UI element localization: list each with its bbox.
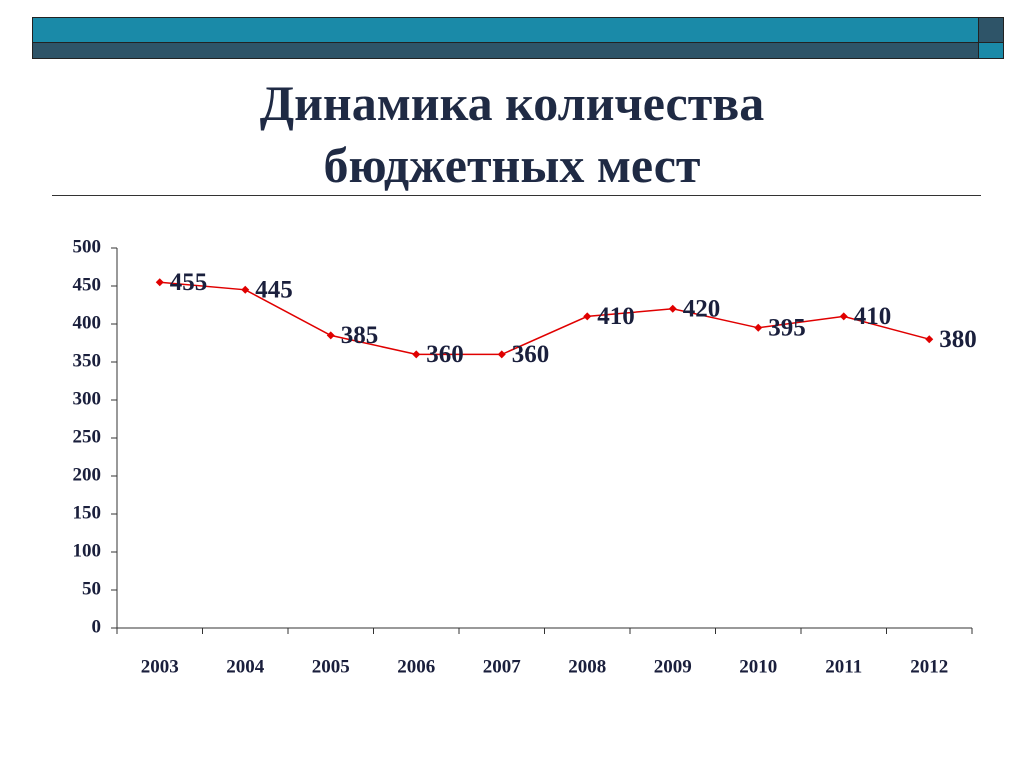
y-tick-label: 450	[73, 274, 102, 295]
y-tick-label: 150	[73, 502, 102, 523]
x-tick-label: 2011	[825, 656, 862, 677]
header-square	[978, 42, 1004, 59]
y-tick-label: 50	[82, 578, 101, 599]
data-label: 360	[512, 341, 550, 368]
marker	[241, 285, 250, 294]
data-label: 410	[854, 303, 892, 330]
title-rule	[52, 195, 981, 196]
line	[159, 281, 930, 356]
header-square	[978, 17, 1004, 43]
data-label: 395	[768, 315, 806, 342]
y-tick-label: 300	[73, 388, 102, 409]
y-tick-label: 350	[73, 350, 102, 371]
data-label: 410	[597, 303, 635, 330]
data-label: 385	[341, 322, 379, 349]
data-label: 380	[939, 326, 977, 353]
marker	[839, 312, 848, 321]
y-tick-label: 400	[73, 312, 102, 333]
y-tick-label: 0	[92, 616, 102, 637]
marker	[925, 335, 934, 344]
data-label: 445	[255, 277, 293, 304]
data-label: 360	[426, 341, 464, 368]
y-tick-label: 500	[73, 236, 102, 257]
x-tick-label: 2009	[654, 656, 692, 677]
y-tick-label: 200	[73, 464, 102, 485]
x-tick-label: 2010	[739, 656, 777, 677]
y-tick-label: 100	[73, 540, 102, 561]
marker	[155, 278, 164, 287]
chart-title: Динамика количества бюджетных мест	[259, 75, 765, 193]
marker	[668, 304, 677, 313]
marker	[326, 331, 335, 340]
y-tick-label: 250	[73, 426, 102, 447]
x-tick-label: 2006	[397, 656, 435, 677]
data-label: 420	[683, 296, 721, 323]
marker	[583, 312, 592, 321]
x-tick-label: 2003	[141, 656, 179, 677]
marker	[497, 350, 506, 359]
x-tick-label: 2004	[226, 656, 265, 677]
x-tick-label: 2005	[312, 656, 350, 677]
marker	[754, 323, 763, 332]
x-tick-label: 2008	[568, 656, 606, 677]
marker	[412, 350, 421, 359]
data-label: 455	[170, 269, 208, 296]
x-tick-label: 2012	[910, 656, 948, 677]
x-tick-label: 2007	[483, 656, 522, 677]
